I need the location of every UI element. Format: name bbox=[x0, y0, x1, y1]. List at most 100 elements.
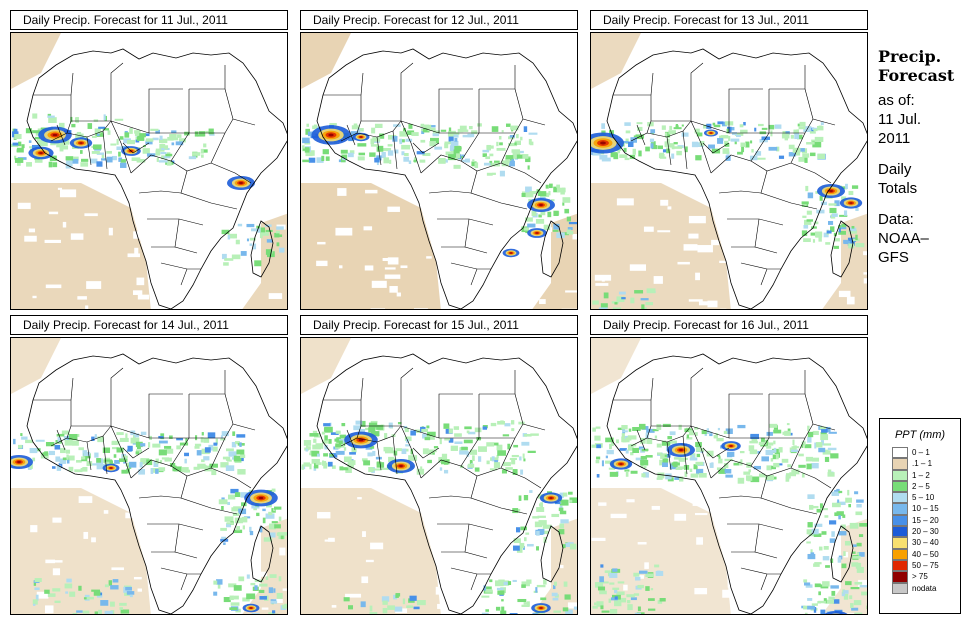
rain-cell bbox=[339, 434, 346, 439]
rain-cell bbox=[696, 468, 704, 475]
rain-cell bbox=[563, 581, 568, 587]
rain-cell bbox=[67, 455, 75, 461]
rain-cell bbox=[837, 557, 842, 563]
rain-cell bbox=[232, 431, 236, 436]
rain-cell bbox=[592, 300, 599, 305]
rain-cell bbox=[641, 473, 646, 478]
rain-cell bbox=[609, 572, 618, 578]
coastline bbox=[606, 48, 867, 309]
rain-cell bbox=[70, 116, 73, 123]
rain-cell bbox=[857, 552, 865, 557]
heavy-rain-cell bbox=[710, 132, 712, 134]
rain-cell bbox=[821, 428, 828, 433]
rain-cell bbox=[387, 134, 397, 140]
dry-gap bbox=[432, 540, 444, 549]
rain-cell bbox=[138, 469, 146, 475]
rain-cell bbox=[322, 460, 325, 464]
rain-cell bbox=[603, 292, 609, 299]
rain-cell bbox=[262, 517, 266, 524]
rain-cell bbox=[250, 582, 256, 586]
dry-gap bbox=[437, 488, 454, 493]
rain-cell bbox=[553, 223, 560, 230]
rain-cell bbox=[519, 542, 525, 548]
dry-gap bbox=[52, 568, 61, 576]
dry-gap bbox=[445, 524, 455, 530]
rain-cell bbox=[103, 114, 106, 121]
heavy-rain-cell bbox=[829, 190, 833, 192]
rain-cell bbox=[843, 551, 846, 557]
rain-cell bbox=[324, 444, 328, 450]
africa-precip-map bbox=[591, 33, 867, 309]
rain-cell bbox=[796, 129, 800, 134]
country-border bbox=[56, 429, 66, 451]
dry-gap bbox=[317, 241, 326, 245]
rain-cell bbox=[499, 170, 505, 177]
rain-cell bbox=[493, 462, 501, 469]
dry-gap bbox=[486, 280, 502, 288]
legend-item: 50 – 75 bbox=[880, 559, 960, 572]
rain-cell bbox=[404, 448, 409, 452]
rain-cell bbox=[525, 191, 534, 198]
heavy-rain-cell bbox=[109, 467, 113, 469]
rain-cell bbox=[520, 469, 524, 475]
rain-cell bbox=[817, 153, 826, 160]
rain-cell bbox=[532, 516, 540, 519]
rain-cell bbox=[104, 461, 111, 466]
rain-cell bbox=[803, 225, 809, 229]
rain-cell bbox=[420, 139, 426, 143]
rain-cell bbox=[231, 254, 241, 260]
rain-cell bbox=[627, 445, 634, 451]
rain-cell bbox=[259, 233, 263, 239]
rain-cell bbox=[536, 507, 545, 512]
rain-cell bbox=[338, 440, 343, 444]
rain-cell bbox=[665, 473, 672, 480]
rain-cell bbox=[164, 459, 168, 462]
rain-cell bbox=[392, 136, 398, 142]
rain-cell bbox=[781, 458, 789, 463]
rain-cell bbox=[242, 597, 250, 602]
rain-cell bbox=[309, 433, 319, 437]
rain-cell bbox=[444, 143, 449, 149]
rain-cell bbox=[608, 467, 616, 470]
legend-swatch bbox=[892, 559, 908, 572]
rain-cell bbox=[539, 503, 542, 507]
dry-gap bbox=[565, 290, 577, 293]
rain-cell bbox=[268, 612, 274, 614]
rain-cell bbox=[274, 232, 280, 238]
dry-gap bbox=[506, 227, 515, 231]
rain-cell bbox=[444, 159, 448, 163]
legend-item: 40 – 50 bbox=[880, 548, 960, 560]
info-title-line1: Precip. bbox=[878, 47, 942, 66]
rain-cell bbox=[688, 430, 694, 436]
rain-cell bbox=[552, 585, 556, 590]
rain-cell bbox=[647, 608, 656, 611]
rain-cell bbox=[841, 563, 847, 569]
rain-cell bbox=[643, 466, 647, 469]
rain-cell bbox=[662, 149, 667, 153]
heavy-rain-cell bbox=[539, 607, 543, 609]
rain-cell bbox=[641, 304, 645, 309]
rain-cell bbox=[536, 530, 540, 536]
rain-cell bbox=[489, 468, 497, 471]
heavy-rain-cell bbox=[399, 465, 403, 467]
rain-cell bbox=[112, 579, 119, 583]
dry-region bbox=[11, 338, 61, 394]
rain-cell bbox=[758, 473, 766, 478]
rain-cell bbox=[86, 596, 94, 600]
rain-cell bbox=[405, 444, 411, 447]
rain-cell bbox=[467, 463, 475, 468]
legend-label: 2 – 5 bbox=[912, 481, 930, 491]
rain-cell bbox=[778, 155, 785, 159]
rain-cell bbox=[601, 123, 606, 129]
coastline bbox=[316, 48, 577, 309]
dry-region bbox=[301, 183, 441, 309]
dry-gap bbox=[174, 235, 182, 243]
rain-cell bbox=[158, 449, 167, 456]
country-border bbox=[392, 130, 398, 170]
rain-cell bbox=[518, 421, 525, 425]
rain-cell bbox=[440, 129, 447, 132]
rain-cell bbox=[635, 576, 641, 581]
rain-cell bbox=[322, 440, 328, 444]
heavy-rain-cell bbox=[39, 152, 43, 154]
heavy-rain-cell bbox=[849, 202, 853, 204]
